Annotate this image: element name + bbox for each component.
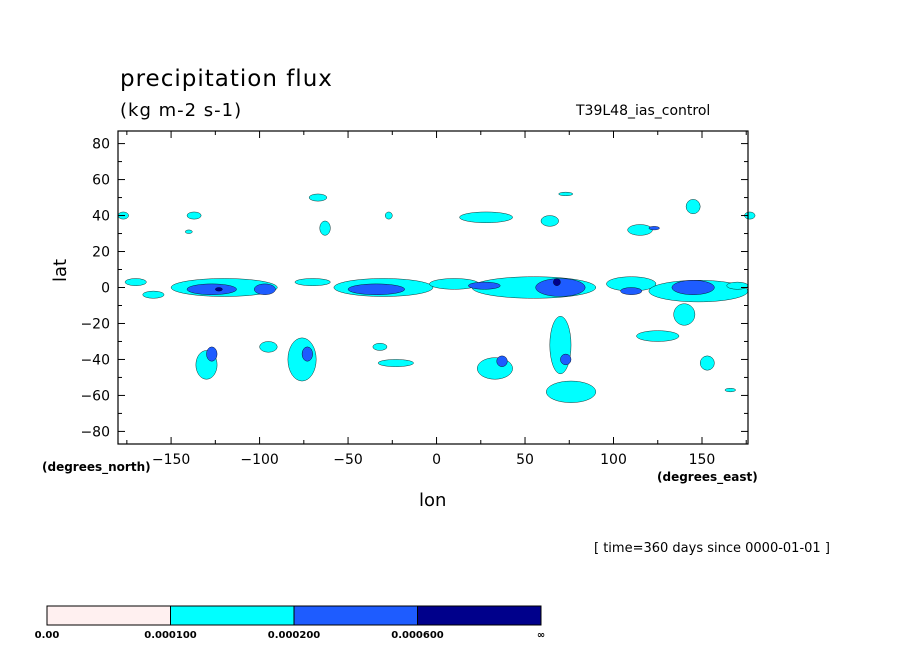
precip-region xyxy=(673,303,696,326)
x-tick-label: 150 xyxy=(689,452,716,468)
colorbar-swatch xyxy=(46,605,171,626)
x-tick-label: −100 xyxy=(240,452,278,468)
x-tick-label: 100 xyxy=(600,452,627,468)
colorbar: 0.00 0.000100 0.000200 0.000600 ∞ xyxy=(35,605,545,641)
precip-region xyxy=(308,193,328,202)
precip-region xyxy=(259,341,278,353)
precip-region xyxy=(553,278,561,286)
precip-region xyxy=(459,211,513,223)
precip-region xyxy=(372,343,388,351)
precip-region xyxy=(535,278,586,297)
precip-region xyxy=(287,337,317,382)
precip-region xyxy=(385,211,393,220)
chart-title: precipitation flux xyxy=(120,66,333,92)
x-tick-label: −150 xyxy=(152,452,190,468)
precip-region xyxy=(540,215,559,227)
colorbar-swatch xyxy=(417,605,542,626)
x-unit-label: (degrees_east) xyxy=(657,470,758,484)
colorbar-label: 0.000600 xyxy=(391,630,444,641)
y-tick-label: −80 xyxy=(80,424,110,440)
precip-region xyxy=(215,287,223,292)
y-tick-label: 80 xyxy=(92,137,110,153)
y-tick-label: 40 xyxy=(92,209,110,225)
precip-region xyxy=(254,283,276,295)
y-tick-label: 20 xyxy=(92,245,110,261)
y-tick-label: 0 xyxy=(101,281,110,297)
colorbar-label: 0.000200 xyxy=(268,630,321,641)
time-label: [ time=360 days since 0000-01-01 ] xyxy=(594,541,830,556)
precip-region xyxy=(549,316,572,375)
axis-ticks: −150 −100 −50 0 50 100 150 80 60 40 20 0 −20 −40 −60 −8… xyxy=(80,131,748,468)
precip-region xyxy=(124,278,147,286)
y-unit-label: (degrees_north) xyxy=(42,460,151,474)
run-name: T39L48_ias_control xyxy=(576,103,711,119)
x-tick-label: 0 xyxy=(432,452,441,468)
colorbar-label: 0.00 xyxy=(35,630,60,641)
precip-region xyxy=(186,283,237,295)
precip-region xyxy=(347,283,405,295)
x-tick-label: 50 xyxy=(516,452,534,468)
precip-region xyxy=(648,226,660,231)
precip-region xyxy=(636,330,680,342)
precip-region xyxy=(724,388,736,393)
precip-region xyxy=(377,359,414,367)
precip-region xyxy=(319,220,331,236)
colorbar-label: 0.000100 xyxy=(144,630,197,641)
precip-region xyxy=(726,281,749,290)
precip-region xyxy=(700,355,715,371)
precip-region xyxy=(627,224,653,236)
contour-regions xyxy=(117,191,756,403)
colorbar-label: ∞ xyxy=(537,630,545,641)
y-tick-label: −20 xyxy=(80,316,110,332)
precip-region xyxy=(685,199,701,214)
precip-region xyxy=(206,346,218,362)
precip-region xyxy=(558,191,574,196)
precip-region xyxy=(671,280,715,295)
precip-region xyxy=(546,380,597,403)
precip-region xyxy=(620,287,643,295)
precip-region xyxy=(294,278,331,286)
y-tick-label: −60 xyxy=(80,388,110,404)
precip-region xyxy=(185,229,193,234)
x-tick-label: −50 xyxy=(333,452,363,468)
precip-region xyxy=(142,290,165,299)
precip-region xyxy=(468,281,501,290)
colorbar-swatch xyxy=(293,605,418,626)
chart-units: (kg m-2 s-1) xyxy=(120,100,243,121)
y-tick-label: −40 xyxy=(80,352,110,368)
precip-region xyxy=(186,211,202,220)
x-axis-label: lon xyxy=(419,490,447,511)
precip-region xyxy=(496,355,508,367)
colorbar-swatch xyxy=(170,605,295,626)
y-tick-label: 60 xyxy=(92,173,110,189)
precip-region xyxy=(560,353,572,366)
precip-region xyxy=(301,346,313,362)
